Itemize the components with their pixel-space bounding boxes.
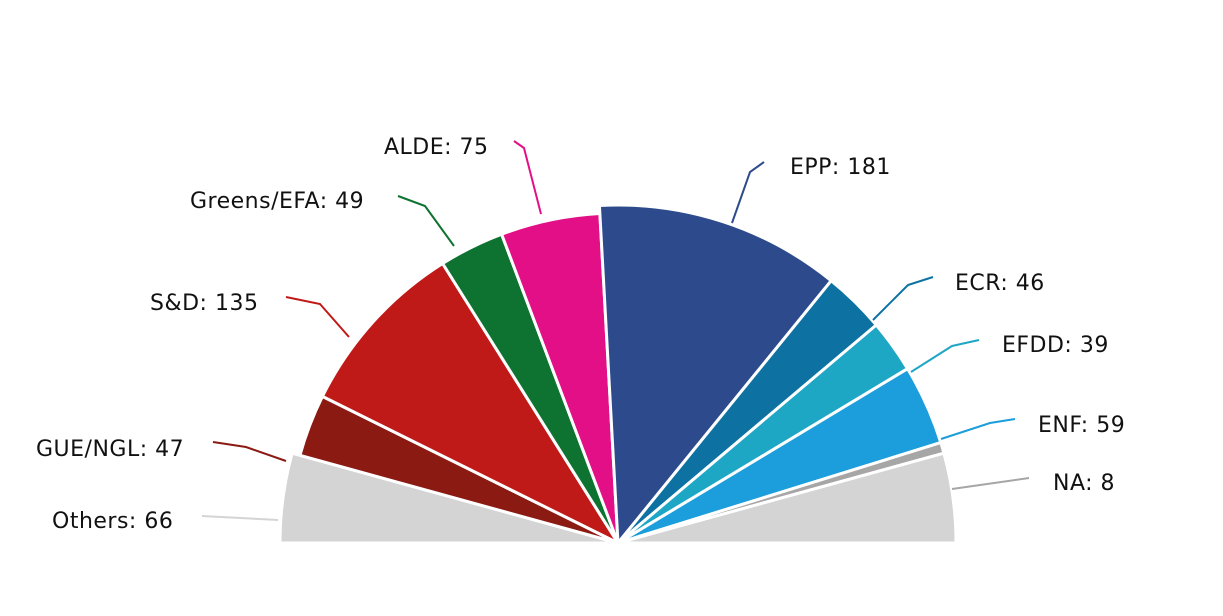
leader-line-s-d-2 [285,296,350,338]
label-enf-8: ENF: 59 [1038,413,1125,438]
label-greens-efa-3: Greens/EFA: 49 [190,189,364,214]
leader-line-gue-ngl-1 [212,441,287,462]
leader-line-na-9 [951,477,1030,490]
label-na-9: NA: 8 [1053,471,1115,496]
leader-line-others-0 [201,515,279,521]
leader-line-greens-efa-3 [397,195,455,247]
leader-line-ecr-6 [872,276,934,321]
label-efdd-7: EFDD: 39 [1002,333,1109,358]
leader-line-efdd-7 [910,339,980,373]
slice-s-d-2 [320,262,620,545]
leader-line-epp-5 [731,161,765,224]
chart-leader-lines [201,140,1030,521]
label-ecr-6: ECR: 46 [955,271,1045,296]
label-others-0: Others: 66 [52,509,173,534]
chart-labels: Others: 66 GUE/NGL: 47 S&D: 135 Greens/EFA:… [36,135,1125,534]
label-s-d-2: S&D: 135 [150,291,258,316]
label-gue-ngl-1: GUE/NGL: 47 [36,437,184,462]
label-alde-4: ALDE: 75 [384,135,489,160]
leader-line-enf-8 [940,418,1016,440]
slice-others-10 [616,451,958,545]
slice-epp-5 [597,203,833,545]
leader-line-alde-4 [513,140,542,215]
label-epp-5: EPP: 181 [790,155,891,180]
chart-slices [278,203,958,545]
